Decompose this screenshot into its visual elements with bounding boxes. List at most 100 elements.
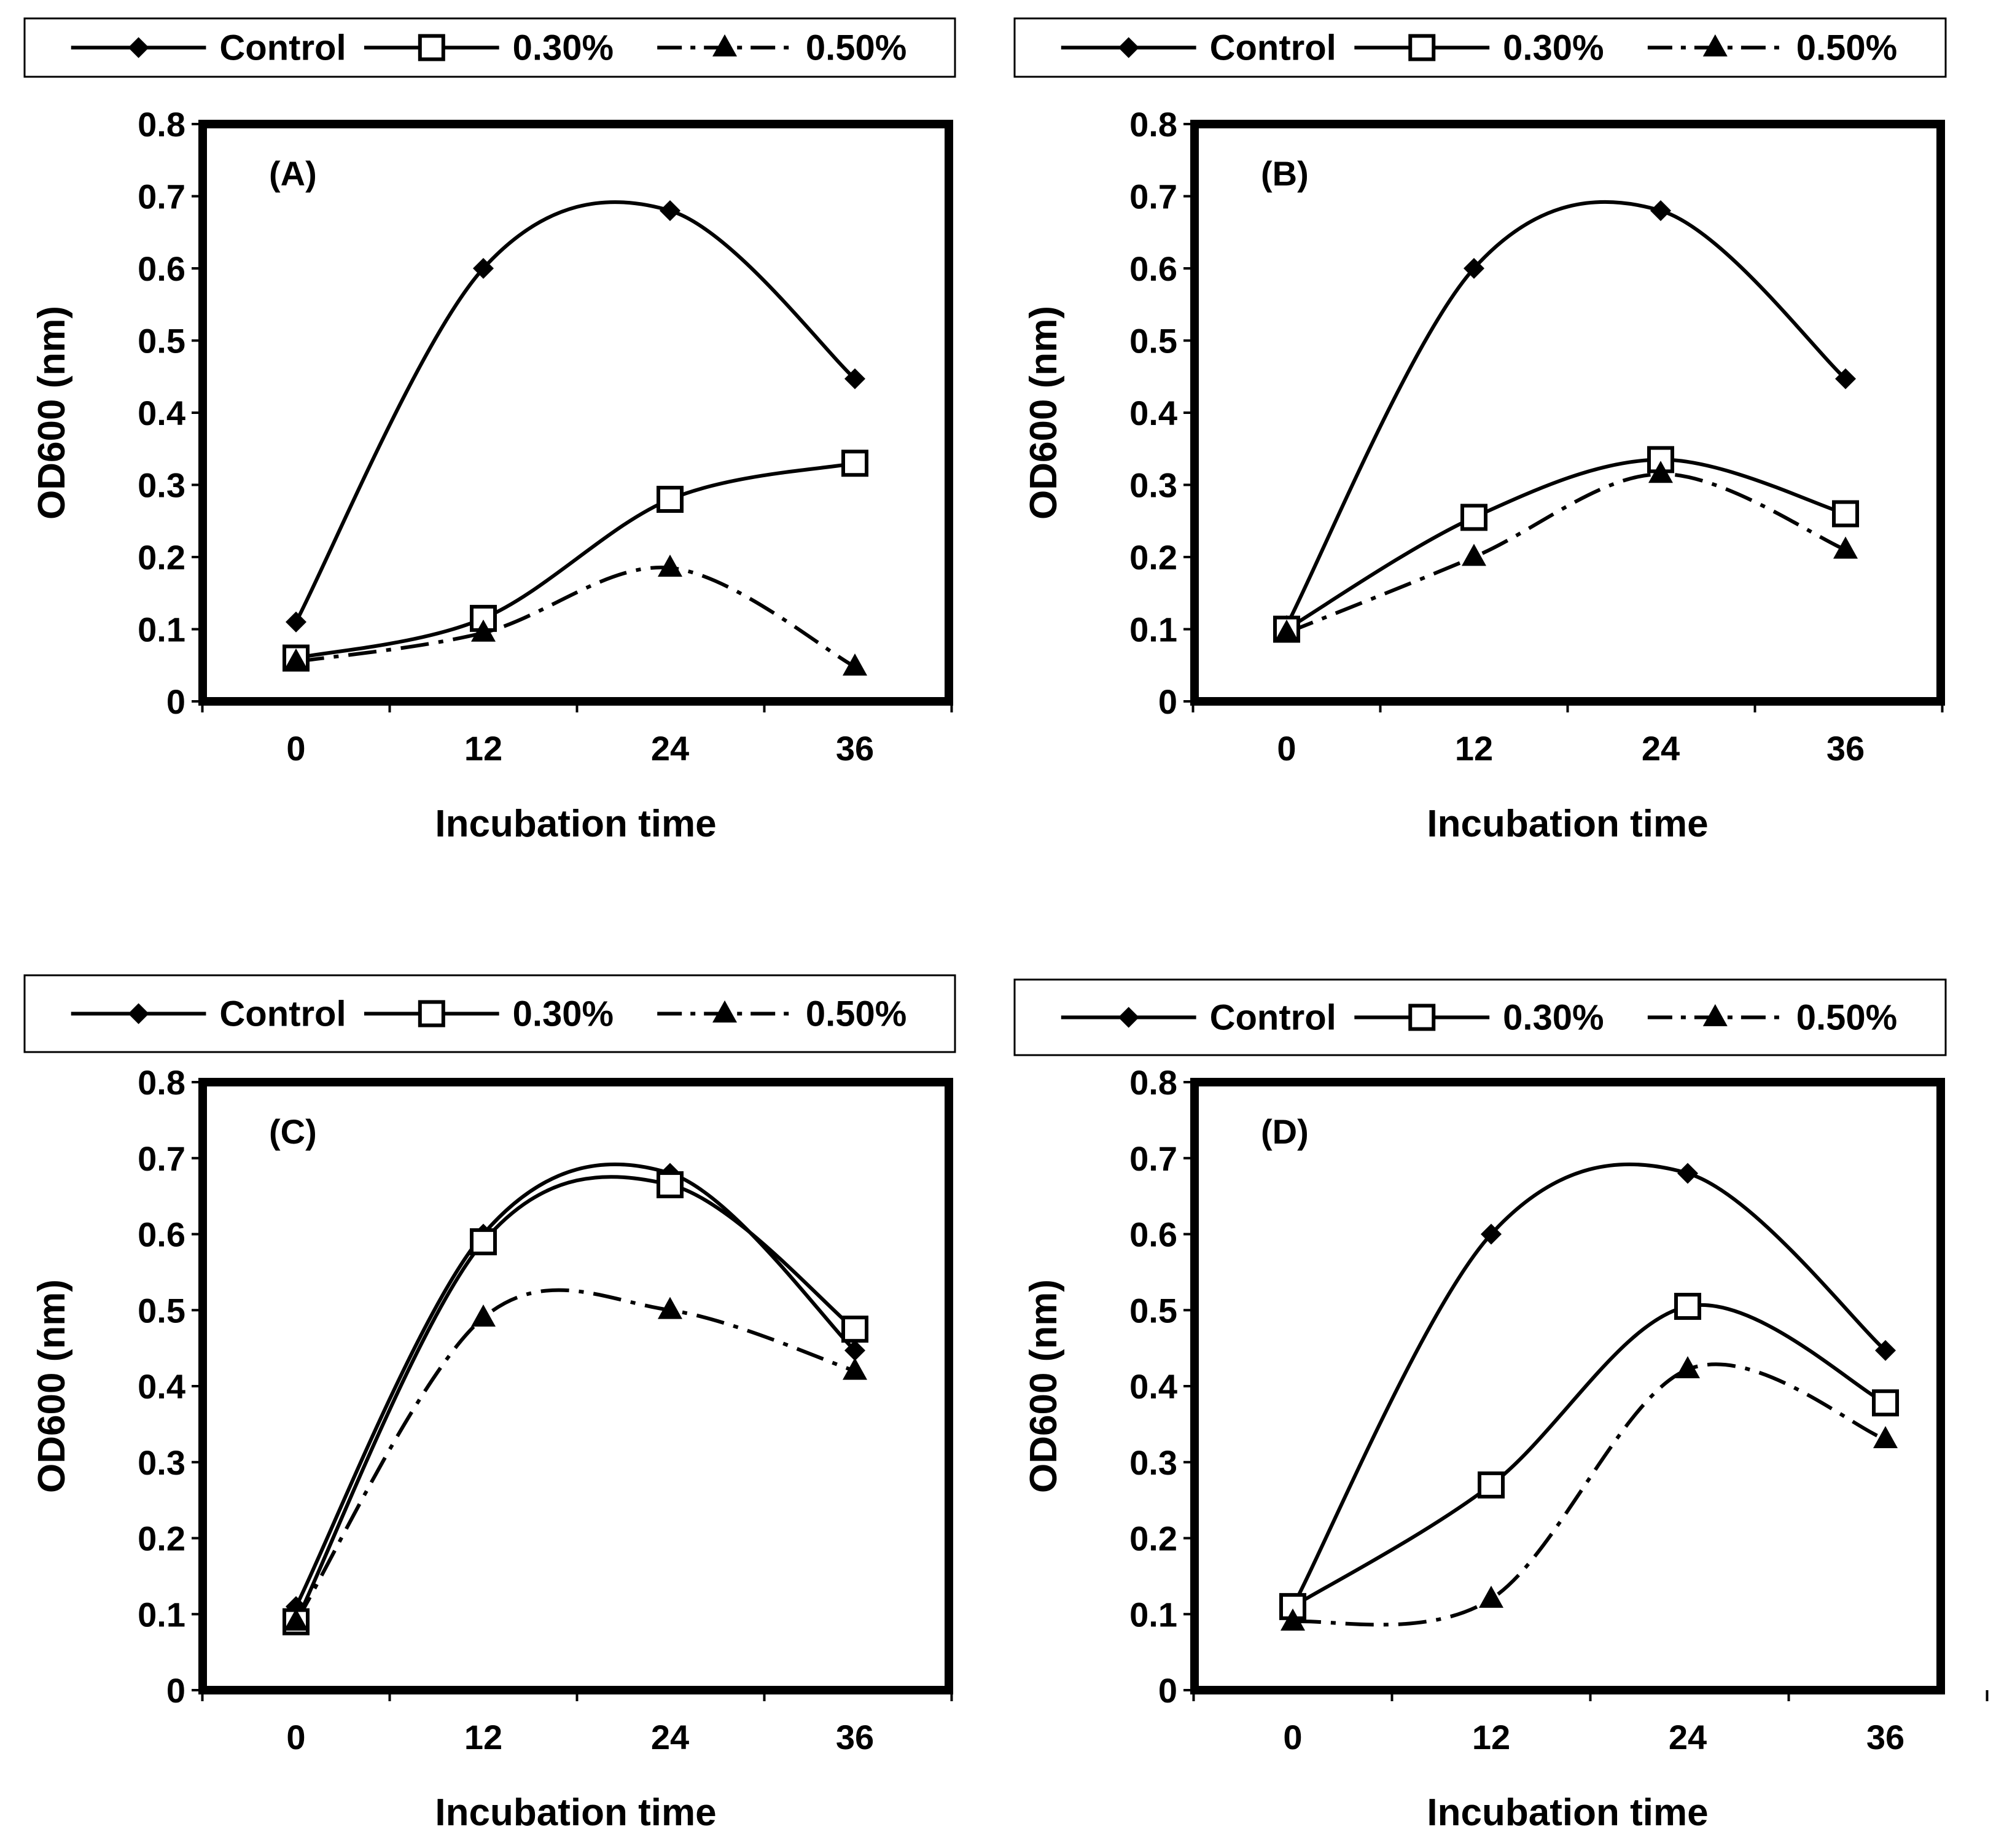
y-tick-label: 0.5	[1129, 1291, 1177, 1330]
data-point	[284, 648, 308, 671]
y-tick-label: 0.6	[138, 1215, 185, 1254]
legend-label: 0.30%	[1503, 998, 1604, 1038]
y-tick-label: 0	[166, 1671, 185, 1710]
legend: Control 0.30% 0.50%	[23, 17, 956, 78]
filled-triangle-icon	[712, 34, 738, 57]
data-point	[1274, 619, 1299, 642]
chart-panel: Control 0.30% 0.50% 0 0.1 0.2 0.3 0.4 0.5 0.6 0.7 0…	[23, 17, 956, 845]
x-tick-label: 24	[651, 1718, 689, 1756]
series-line	[294, 200, 857, 623]
data-point	[1464, 258, 1484, 279]
series-line	[295, 461, 856, 660]
y-tick-label: 0.3	[138, 466, 185, 505]
y-tick-label: 0.6	[138, 249, 185, 288]
series-line	[294, 1288, 856, 1623]
y-tick-label: 0.4	[1129, 394, 1177, 432]
series-line	[1285, 200, 1847, 627]
panel-label: (B)	[1261, 154, 1309, 193]
data-point	[473, 258, 494, 279]
plot-frame	[198, 1078, 953, 1694]
y-tick-label: 0.2	[138, 538, 185, 577]
data-point	[843, 653, 867, 676]
x-tick-label: 0	[286, 729, 305, 768]
data-point	[1833, 536, 1858, 559]
y-tick-label: 0	[166, 682, 185, 721]
x-tick-label: 0	[1283, 1718, 1302, 1756]
y-tick-label: 0.8	[1129, 105, 1177, 144]
data-point	[1875, 1339, 1896, 1361]
data-point	[1281, 1608, 1305, 1631]
data-point	[841, 1316, 868, 1343]
x-tick-label: 36	[1826, 729, 1865, 768]
open-square-icon	[1408, 1004, 1436, 1031]
series-line	[294, 1175, 856, 1623]
diamond-icon	[128, 1003, 149, 1024]
data-point	[1675, 1356, 1700, 1379]
data-point	[1674, 1293, 1701, 1320]
x-tick-label: 12	[464, 1718, 502, 1756]
y-axis-title: OD600 (nm)	[31, 1279, 73, 1493]
y-tick-label: 0.2	[1129, 1519, 1177, 1558]
y-tick-label: 0.1	[1129, 1595, 1177, 1634]
data-point	[1481, 1223, 1502, 1245]
y-tick-label: 0.6	[1129, 249, 1177, 288]
legend-label: 0.30%	[513, 28, 614, 68]
data-point	[471, 619, 496, 642]
data-point	[844, 1339, 865, 1361]
data-point	[470, 1228, 497, 1255]
y-tick-label: 0.6	[1129, 1215, 1177, 1254]
filled-triangle-icon	[1702, 1004, 1728, 1026]
legend: Control 0.30% 0.50%	[23, 974, 956, 1053]
data-point	[658, 1296, 682, 1319]
x-tick-label: 12	[1455, 729, 1493, 768]
y-tick-label: 0.3	[1129, 466, 1177, 505]
legend-label: Control	[1210, 28, 1336, 68]
y-tick-label: 0.7	[138, 177, 185, 216]
x-axis-title: Incubation time	[1427, 1791, 1708, 1834]
data-point	[657, 1171, 684, 1199]
data-point	[1479, 1585, 1503, 1608]
y-tick-label: 0.1	[138, 610, 185, 649]
data-point	[1650, 200, 1671, 221]
y-tick-label: 0.5	[138, 1291, 185, 1330]
series-line	[1292, 1303, 1887, 1608]
y-tick-label: 0.4	[1129, 1367, 1177, 1406]
legend-label: 0.30%	[513, 994, 614, 1034]
series-group	[283, 1162, 868, 1636]
x-tick-label: 12	[1472, 1718, 1510, 1756]
y-axis-title: OD600 (nm)	[1023, 306, 1065, 520]
legend-label: 0.50%	[806, 994, 906, 1034]
open-square-icon	[418, 1000, 445, 1027]
data-point	[841, 450, 868, 477]
filled-triangle-icon	[1702, 34, 1728, 57]
y-tick-label: 0	[1158, 1671, 1177, 1710]
legend-label: 0.50%	[806, 28, 906, 68]
legend-label: 0.30%	[1503, 28, 1604, 68]
legend-label: 0.50%	[1796, 28, 1897, 68]
legend-label: Control	[219, 994, 346, 1034]
data-point	[1832, 500, 1859, 528]
y-tick-label: 0.1	[1129, 610, 1177, 649]
data-point	[1677, 1163, 1698, 1184]
data-point	[1462, 544, 1486, 566]
y-tick-label: 0.5	[1129, 322, 1177, 361]
x-tick-label: 24	[1642, 729, 1680, 768]
x-tick-label: 36	[836, 1718, 874, 1756]
y-tick-label: 0.2	[138, 1519, 185, 1558]
x-tick-label: 36	[1866, 1718, 1904, 1756]
y-axis-title: OD600 (nm)	[31, 306, 73, 520]
x-tick-label: 24	[651, 729, 689, 768]
x-axis-title: Incubation time	[1427, 803, 1708, 845]
chart-panel: Control 0.30% 0.50% 0 0.1 0.2 0.3 0.4 0.5 0.6 0.7 0…	[1013, 978, 1989, 1834]
x-axis-title: Incubation time	[435, 803, 716, 845]
data-point	[1648, 461, 1673, 483]
y-tick-label: 0.5	[138, 322, 185, 361]
x-tick-label: 36	[836, 729, 874, 768]
series-line	[1285, 472, 1847, 635]
y-tick-label: 0.3	[1129, 1443, 1177, 1482]
panel-label: (C)	[269, 1112, 317, 1151]
data-point	[1460, 504, 1487, 531]
y-tick-label: 0.2	[1129, 538, 1177, 577]
series-line	[1291, 1162, 1887, 1608]
